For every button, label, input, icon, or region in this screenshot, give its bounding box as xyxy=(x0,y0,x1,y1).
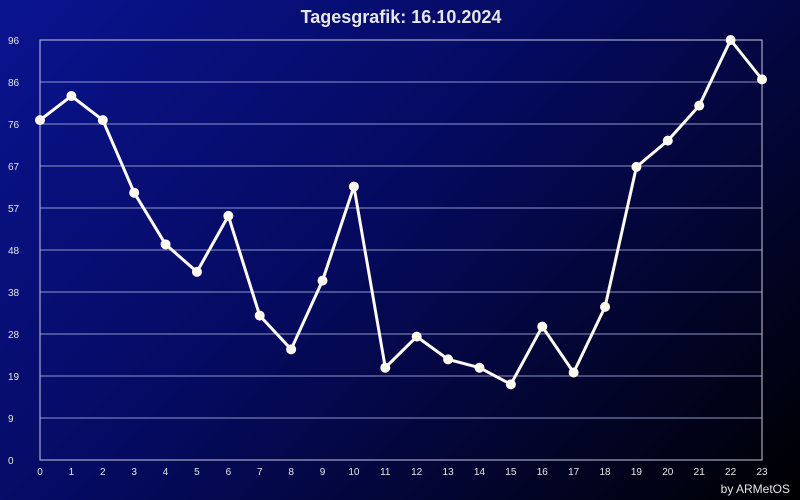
x-tick-label: 7 xyxy=(257,467,263,478)
y-tick-label: 76 xyxy=(8,120,20,131)
x-tick-label: 10 xyxy=(348,467,360,478)
x-tick-label: 20 xyxy=(662,467,674,478)
x-tick-label: 11 xyxy=(380,467,391,478)
data-point xyxy=(348,181,359,192)
data-point xyxy=(631,161,642,172)
data-point xyxy=(191,266,202,277)
x-tick-label: 1 xyxy=(69,467,75,478)
x-tick-label: 12 xyxy=(411,467,423,478)
x-tick-label: 19 xyxy=(631,467,643,478)
data-point xyxy=(254,310,265,321)
y-tick-label: 86 xyxy=(8,78,20,89)
data-point xyxy=(35,115,45,126)
data-point xyxy=(725,35,736,45)
y-tick-label: 67 xyxy=(8,162,20,173)
data-point xyxy=(411,331,422,342)
x-tick-label: 9 xyxy=(320,467,326,478)
chart-title: Tagesgrafik: 16.10.2024 xyxy=(301,7,502,27)
x-axis-ticks: 0 1 2 3 4 5 6 7 8 9 10 11 12 13 14 15 16 17 18 19 20 21 22 23 xyxy=(37,467,768,478)
x-tick-label: 3 xyxy=(131,467,137,478)
series-line xyxy=(39,38,764,386)
x-tick-label: 23 xyxy=(756,467,768,478)
data-point xyxy=(66,91,77,101)
y-tick-label: 19 xyxy=(8,372,20,383)
data-point xyxy=(662,135,673,146)
x-tick-label: 14 xyxy=(474,467,486,478)
data-point xyxy=(129,187,140,198)
x-tick-label: 17 xyxy=(568,467,580,478)
data-point xyxy=(443,354,454,365)
x-tick-label: 16 xyxy=(537,467,549,478)
data-point xyxy=(757,74,767,85)
x-tick-label: 21 xyxy=(694,467,706,478)
data-point xyxy=(505,379,516,390)
y-axis-ticks: 0 9 19 28 38 48 57 67 76 86 96 xyxy=(8,36,20,467)
data-point xyxy=(568,367,579,378)
y-tick-label: 28 xyxy=(8,330,20,341)
x-tick-label: 18 xyxy=(599,467,611,478)
x-tick-label: 15 xyxy=(505,467,517,478)
data-point xyxy=(286,344,297,355)
data-point xyxy=(160,239,171,250)
x-tick-label: 13 xyxy=(443,467,455,478)
y-tick-label: 96 xyxy=(8,36,20,47)
credit-label: by ARMetOS xyxy=(721,482,790,496)
y-tick-label: 57 xyxy=(8,204,20,215)
x-tick-label: 5 xyxy=(194,467,200,478)
data-point xyxy=(600,301,611,312)
grid xyxy=(40,81,762,419)
data-point xyxy=(474,362,485,373)
data-point xyxy=(317,275,328,286)
x-tick-label: 22 xyxy=(725,467,737,478)
x-tick-label: 2 xyxy=(100,467,106,478)
x-tick-label: 4 xyxy=(163,467,169,478)
y-tick-label: 48 xyxy=(8,246,20,257)
data-point xyxy=(694,100,705,111)
data-point xyxy=(537,321,548,332)
x-tick-label: 6 xyxy=(226,467,232,478)
x-tick-label: 8 xyxy=(288,467,294,478)
series-layer xyxy=(35,35,767,390)
y-tick-label: 38 xyxy=(8,288,20,299)
data-point xyxy=(97,115,108,126)
data-point xyxy=(380,362,391,373)
y-tick-label: 9 xyxy=(8,414,14,425)
plot-frame xyxy=(39,39,763,461)
data-point xyxy=(223,210,234,221)
y-tick-label: 0 xyxy=(8,456,14,467)
x-tick-label: 0 xyxy=(37,467,43,478)
